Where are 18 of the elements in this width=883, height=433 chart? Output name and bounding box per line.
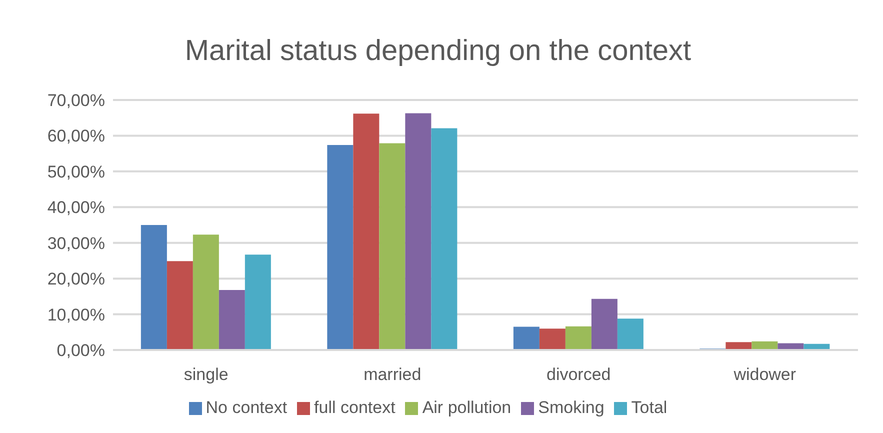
- x-tick-label: married: [364, 365, 422, 384]
- y-tick-label: 40,00%: [47, 198, 105, 218]
- x-tick-label: single: [184, 365, 228, 384]
- legend-label: full context: [314, 398, 396, 417]
- x-tick-label: divorced: [546, 365, 611, 384]
- y-tick-label: 70,00%: [47, 91, 105, 110]
- legend-label: Total: [631, 398, 668, 417]
- legend-label: No context: [206, 398, 288, 417]
- y-tick-label: 20,00%: [47, 270, 105, 289]
- y-tick-label: 50,00%: [47, 162, 105, 182]
- legend-label: Air pollution: [422, 398, 512, 417]
- x-tick-label: widower: [732, 365, 796, 384]
- y-tick-label: 0,00%: [56, 341, 105, 360]
- legend-label: Smoking: [538, 398, 604, 417]
- chart-title: Marital status depending on the context: [184, 34, 692, 69]
- y-tick-label: 10,00%: [47, 305, 105, 324]
- y-tick-label: 60,00%: [47, 126, 105, 146]
- y-tick-label: 30,00%: [47, 234, 105, 253]
